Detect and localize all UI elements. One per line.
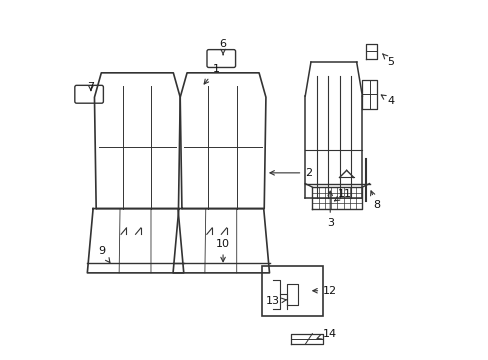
Text: 10: 10 xyxy=(216,239,229,262)
Text: 12: 12 xyxy=(312,286,337,296)
Text: 3: 3 xyxy=(326,191,333,228)
Text: 11: 11 xyxy=(334,189,351,201)
Text: 9: 9 xyxy=(98,247,110,262)
Text: 8: 8 xyxy=(370,191,380,210)
Bar xyxy=(262,266,323,316)
Text: 6: 6 xyxy=(219,39,226,55)
Text: 2: 2 xyxy=(269,168,312,178)
Text: 13: 13 xyxy=(265,296,285,306)
Text: 7: 7 xyxy=(87,82,94,92)
Text: 14: 14 xyxy=(316,329,337,339)
Text: 4: 4 xyxy=(381,95,394,107)
FancyBboxPatch shape xyxy=(75,85,103,103)
FancyBboxPatch shape xyxy=(206,50,235,67)
Text: 5: 5 xyxy=(382,54,394,67)
Text: 1: 1 xyxy=(203,64,219,84)
